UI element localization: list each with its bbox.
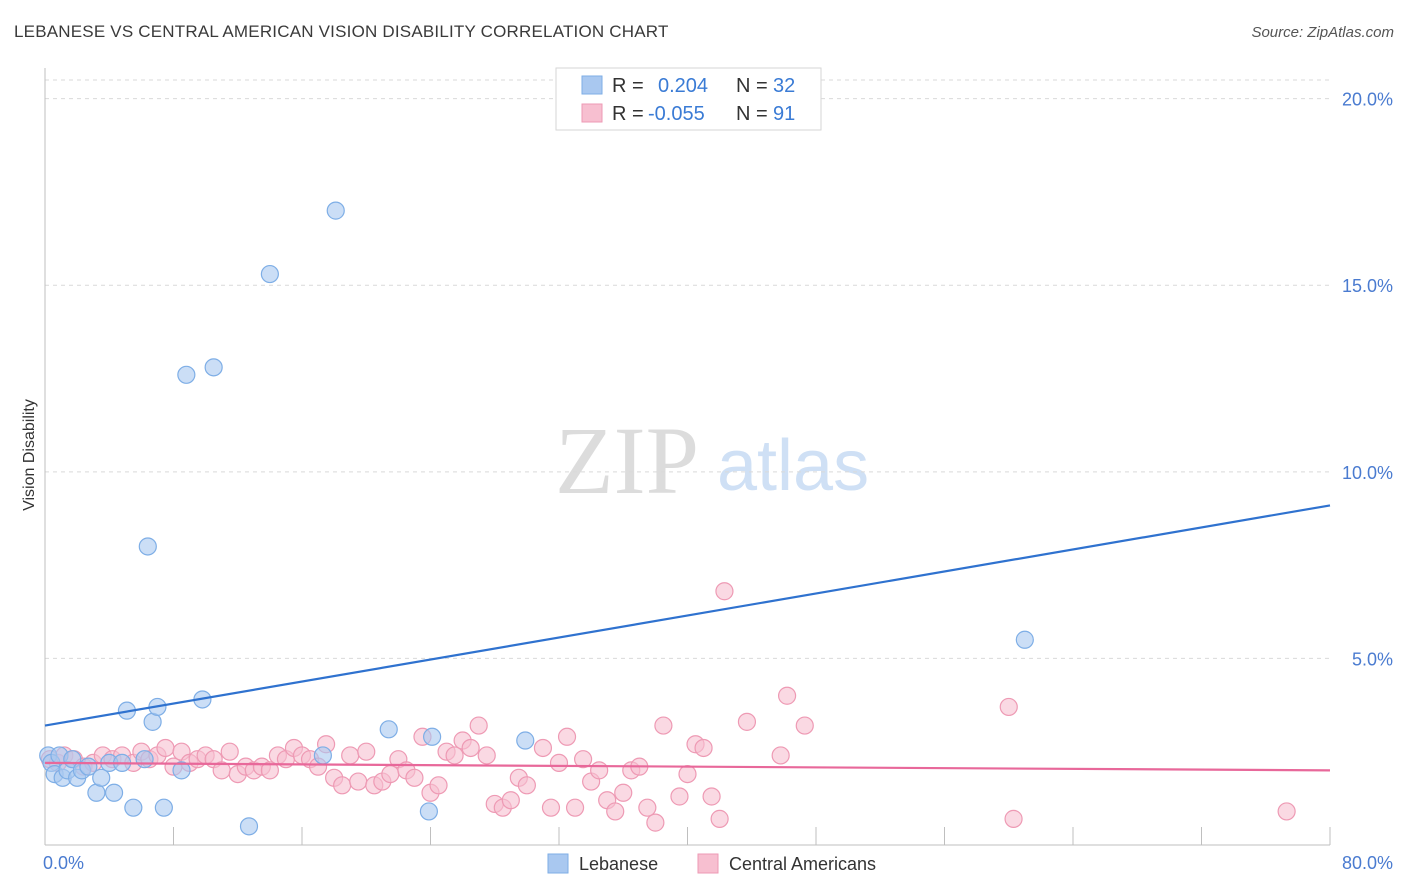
chart-title: LEBANESE VS CENTRAL AMERICAN VISION DISA…: [14, 22, 669, 41]
correlation-legend: R = 0.204 N = 32 R = -0.055 N = 91: [555, 67, 822, 131]
lebanese-point-21: [154, 798, 173, 817]
central-americans-point-88: [1277, 802, 1296, 821]
central-americans-point-38: [357, 742, 376, 761]
central-americans-point-44: [405, 768, 424, 787]
legend-n-value-central-americans: 91: [773, 103, 795, 125]
central-americans-point-26: [260, 761, 279, 780]
axes: [44, 68, 1331, 846]
central-americans-point-49: [445, 746, 464, 765]
y-axis-title: Vision Disability: [21, 399, 38, 511]
lebanese-point-33: [516, 731, 535, 750]
central-americans-point-62: [557, 727, 577, 746]
central-americans-point-84: [777, 686, 797, 705]
lebanese-point-23: [177, 365, 196, 384]
central-americans-point-64: [573, 750, 593, 769]
legend-r-value-lebanese: 0.204: [658, 75, 708, 97]
source-credit: Source: ZipAtlas.com: [1251, 24, 1394, 41]
central-americans-point-69: [614, 783, 633, 802]
central-americans-point-66: [590, 761, 609, 780]
central-americans-point-59: [533, 738, 553, 758]
central-americans-point-58: [517, 776, 536, 795]
lebanese-point-18: [138, 537, 157, 556]
central-americans-point-80: [710, 809, 729, 828]
lebanese-trend-line: [44, 504, 1331, 727]
central-americans-points: [40, 582, 1296, 832]
x-tick-label-1: 80.0%: [1342, 853, 1393, 873]
lebanese-point-26: [239, 817, 259, 836]
central-americans-point-52: [469, 716, 488, 735]
y-tick-labels: 5.0% 10.0% 15.0% 20.0%: [1342, 90, 1393, 670]
central-americans-point-86: [999, 697, 1018, 717]
central-americans-point-85: [795, 716, 814, 735]
central-americans-point-68: [606, 802, 625, 821]
x-tick-labels: 0.0% 80.0%: [43, 853, 1393, 873]
legend-swatch-central-americans: [581, 103, 603, 123]
lebanese-point-32: [423, 727, 442, 746]
central-americans-point-61: [549, 753, 569, 773]
lebanese-points: [39, 201, 1034, 836]
central-americans-point-81: [715, 582, 734, 601]
lebanese-point-22: [172, 761, 191, 780]
lebanese-point-25: [204, 358, 223, 377]
legend-n-label-lebanese: N =: [736, 75, 768, 97]
central-americans-point-47: [429, 776, 448, 795]
bottom-legend-label-central-americans: Central Americans: [729, 854, 876, 874]
lebanese-point-29: [326, 201, 345, 220]
lebanese-point-13: [104, 783, 124, 802]
central-americans-point-13: [156, 738, 175, 758]
trend-lines: [44, 504, 1331, 772]
central-americans-point-75: [670, 787, 689, 806]
central-americans-point-76: [678, 764, 697, 784]
legend-n-value-lebanese: 32: [773, 75, 795, 97]
lebanese-point-17: [135, 750, 154, 769]
central-americans-trend-line: [44, 761, 1331, 772]
lebanese-point-31: [419, 802, 438, 821]
central-americans-point-79: [702, 787, 721, 806]
central-americans-point-53: [477, 746, 496, 765]
central-americans-point-21: [220, 742, 239, 761]
watermark-atlas: atlas: [717, 426, 869, 506]
x-tick-label-0: 0.0%: [43, 853, 84, 873]
central-americans-point-78: [694, 738, 713, 758]
y-tick-label-2: 15.0%: [1342, 276, 1393, 296]
central-americans-point-51: [461, 738, 480, 758]
y-tick-label-1: 10.0%: [1342, 463, 1393, 483]
central-americans-point-82: [737, 712, 757, 731]
central-americans-point-74: [654, 716, 673, 735]
lebanese-point-16: [124, 798, 143, 817]
central-americans-point-37: [349, 772, 368, 791]
central-americans-point-73: [646, 813, 665, 832]
series-legend: Lebanese Central Americans: [547, 853, 876, 874]
lebanese-point-11: [92, 768, 111, 787]
legend-swatch-lebanese: [581, 75, 603, 95]
central-americans-point-41: [381, 764, 400, 784]
legend-r-value-central-americans: -0.055: [648, 103, 705, 125]
central-americans-point-56: [501, 791, 520, 810]
central-americans-point-60: [541, 798, 561, 817]
legend-r-label-central-americans: R =: [612, 103, 644, 125]
lebanese-point-28: [313, 746, 332, 765]
central-americans-point-35: [333, 776, 352, 795]
central-americans-point-87: [1004, 809, 1023, 828]
y-tick-label-3: 20.0%: [1342, 90, 1393, 110]
y-tick-label-0: 5.0%: [1352, 649, 1393, 669]
bottom-legend-swatch-lebanese: [547, 853, 569, 874]
legend-r-label-lebanese: R =: [612, 75, 644, 97]
bottom-legend-label-lebanese: Lebanese: [579, 854, 658, 874]
central-americans-point-83: [771, 746, 790, 765]
lebanese-point-34: [1015, 630, 1034, 649]
lebanese-point-30: [379, 720, 398, 739]
central-americans-point-36: [341, 746, 360, 765]
lebanese-point-27: [260, 264, 279, 284]
gridlines: [45, 79, 1330, 659]
legend-n-label-central-americans: N =: [736, 103, 768, 125]
central-americans-point-63: [565, 798, 585, 817]
central-americans-point-72: [638, 798, 657, 817]
bottom-legend-swatch-central-americans: [697, 853, 719, 874]
watermark-zip: ZIP: [555, 407, 699, 514]
